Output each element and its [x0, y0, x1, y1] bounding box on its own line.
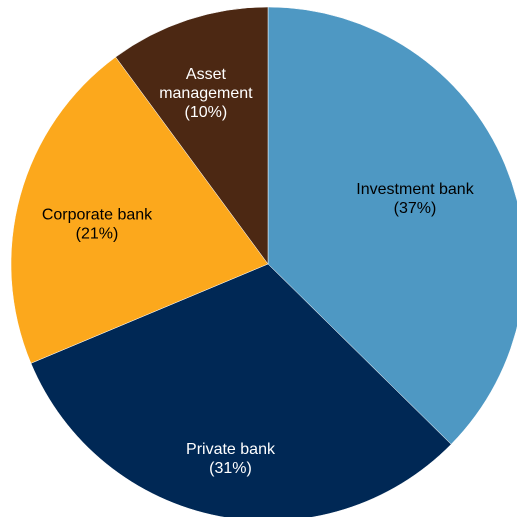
pie-slices	[10, 6, 517, 517]
pie-slice-asset-management	[115, 6, 269, 265]
pie-slice-private-bank	[30, 263, 452, 517]
pie-label-private-bank: Private bank (31%)	[186, 441, 276, 477]
pie-label-asset-management: Asset management (10%)	[159, 66, 253, 121]
pie-label-line: (37%)	[394, 200, 437, 217]
pie-label-line: (31%)	[209, 460, 252, 477]
pie-slice-investment-bank	[267, 6, 517, 445]
pie-label-investment-bank: Investment bank (37%)	[356, 181, 474, 217]
pie-label-line: management	[159, 85, 253, 102]
pie-label-line: (10%)	[185, 104, 228, 121]
pie-label-corporate-bank: Corporate bank (21%)	[42, 207, 153, 243]
pie-slice-corporate-bank	[10, 56, 269, 364]
pie-label-line: Private bank	[186, 441, 276, 458]
pie-label-line: Investment bank	[356, 181, 474, 198]
pie-label-line: Asset	[186, 66, 227, 83]
pie-labels: Investment bank (37%) Private bank (31%) Cor…	[42, 66, 475, 477]
pie-label-line: Corporate bank	[42, 207, 153, 224]
pie-label-line: (21%)	[76, 226, 119, 243]
